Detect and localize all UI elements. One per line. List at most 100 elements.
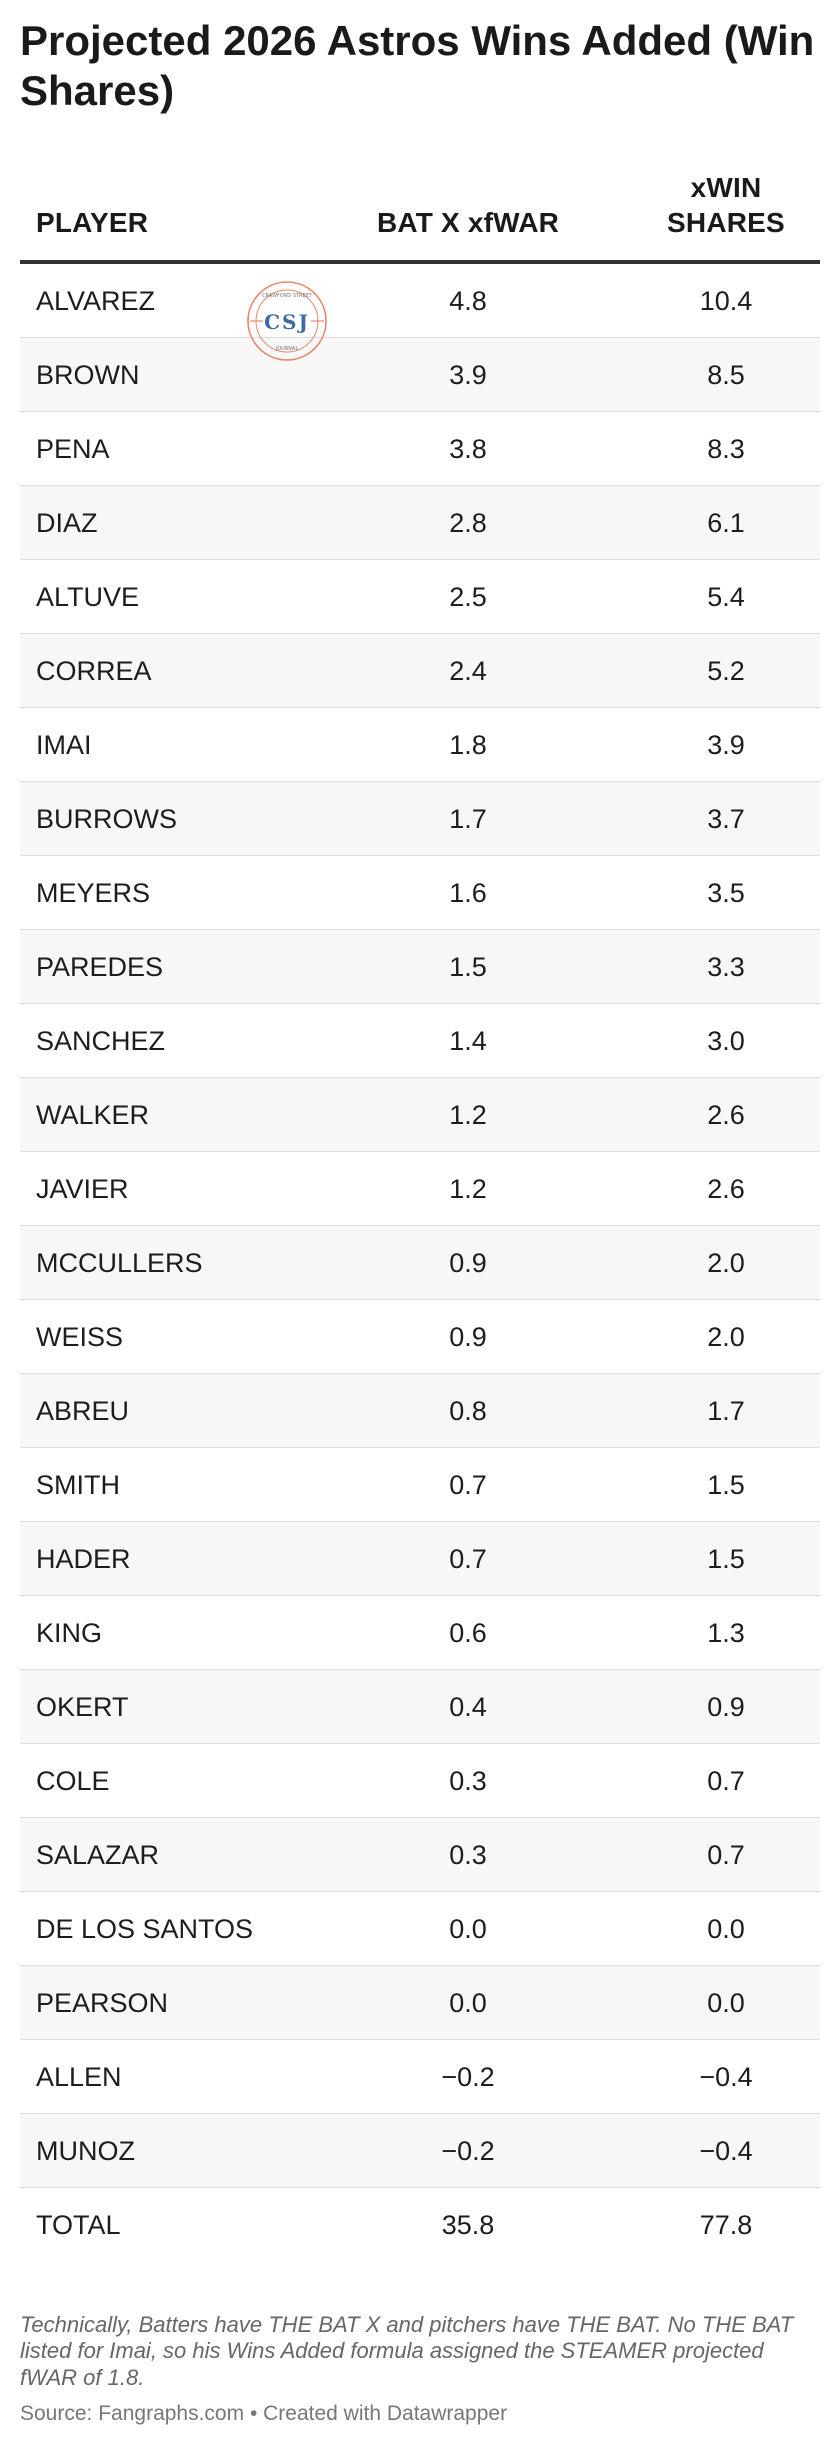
column-header-xwin-line1: xWIN xyxy=(690,172,762,203)
cell-bat-x-xfwar: 1.6 xyxy=(449,878,487,908)
cell-player: OKERT xyxy=(36,1692,129,1722)
cell-xwin-shares: 2.6 xyxy=(707,1100,745,1130)
column-header-xwin-line2: SHARES xyxy=(667,207,785,238)
column-header-bat-x-xfwar[interactable]: BAT X xfWAR xyxy=(376,207,560,238)
cell-player: MUNOZ xyxy=(36,2136,135,2166)
cell-bat-x-xfwar: 2.8 xyxy=(449,508,487,538)
cell-xwin-shares: 1.5 xyxy=(707,1544,745,1574)
table-row: MUNOZ −0.2 −0.4 xyxy=(20,2114,820,2188)
table-row-total: TOTAL 35.8 77.8 xyxy=(20,2188,820,2262)
cell-bat-x-xfwar: 0.3 xyxy=(449,1766,487,1796)
chart-source: Source: Fangraphs.com • Created with Dat… xyxy=(20,2402,508,2425)
cell-bat-x-xfwar: −0.2 xyxy=(441,2062,495,2092)
cell-player: BROWN xyxy=(36,360,140,390)
cell-xwin-shares: 0.9 xyxy=(707,1692,745,1722)
cell-bat-x-xfwar: 1.4 xyxy=(449,1026,487,1056)
table-row: WALKER 1.2 2.6 xyxy=(20,1078,820,1152)
cell-bat-x-xfwar: 0.7 xyxy=(449,1470,487,1500)
cell-bat-x-xfwar: 1.5 xyxy=(449,952,487,982)
table-row: PENA 3.8 8.3 xyxy=(20,412,820,486)
table-header: PLAYER BAT X xfWAR xWIN SHARES xyxy=(20,160,820,264)
table-row: OKERT 0.4 0.9 xyxy=(20,1670,820,1744)
cell-player: SANCHEZ xyxy=(36,1026,166,1056)
cell-player: JAVIER xyxy=(36,1174,129,1204)
cell-xwin-shares: 3.7 xyxy=(707,804,745,834)
table-row: CORREA 2.4 5.2 xyxy=(20,634,820,708)
cell-player: DIAZ xyxy=(36,508,98,538)
cell-xwin-shares: 6.1 xyxy=(707,508,745,538)
cell-xwin-shares: −0.4 xyxy=(699,2136,753,2166)
cell-xwin-shares: 1.3 xyxy=(707,1618,745,1648)
cell-bat-x-xfwar: 1.2 xyxy=(449,1174,487,1204)
cell-player: MEYERS xyxy=(36,878,151,908)
table-body: ALVAREZ 4.8 10.4 BROWN 3.9 8.5 PENA 3.8 8.3 DIAZ 2… xyxy=(20,264,820,2262)
cell-player: WEISS xyxy=(36,1322,124,1352)
cell-bat-x-xfwar: 1.7 xyxy=(449,804,487,834)
cell-xwin-shares: 2.0 xyxy=(707,1322,745,1352)
cell-xwin-shares: 0.0 xyxy=(707,1914,745,1944)
cell-player: PEARSON xyxy=(36,1988,169,2018)
table-row: BURROWS 1.7 3.7 xyxy=(20,782,820,856)
cell-xwin-shares: 0.7 xyxy=(707,1840,745,1870)
cell-bat-x-xfwar: 0.0 xyxy=(449,1914,487,1944)
cell-player: PENA xyxy=(36,434,110,464)
cell-bat-x-xfwar: 35.8 xyxy=(441,2210,495,2240)
cell-player: KING xyxy=(36,1618,103,1648)
cell-bat-x-xfwar: 0.6 xyxy=(449,1618,487,1648)
cell-xwin-shares: 3.5 xyxy=(707,878,745,908)
table-row: DIAZ 2.8 6.1 xyxy=(20,486,820,560)
column-header-xwin-shares[interactable]: xWIN SHARES xyxy=(576,170,840,240)
cell-player: CORREA xyxy=(36,656,152,686)
table-row: PEARSON 0.0 0.0 xyxy=(20,1966,820,2040)
cell-xwin-shares: 5.2 xyxy=(707,656,745,686)
table-row: MEYERS 1.6 3.5 xyxy=(20,856,820,930)
cell-player: ALVAREZ xyxy=(36,286,156,316)
table-row: COLE 0.3 0.7 xyxy=(20,1744,820,1818)
cell-xwin-shares: 5.4 xyxy=(707,582,745,612)
cell-xwin-shares: 3.3 xyxy=(707,952,745,982)
cell-player: PAREDES xyxy=(36,952,164,982)
table-row: ALLEN −0.2 −0.4 xyxy=(20,2040,820,2114)
chart-title: Projected 2026 Astros Wins Added (Win Sh… xyxy=(20,17,815,115)
cell-xwin-shares: 1.7 xyxy=(707,1396,745,1426)
cell-bat-x-xfwar: 4.8 xyxy=(449,286,487,316)
cell-xwin-shares: 3.0 xyxy=(707,1026,745,1056)
cell-bat-x-xfwar: 2.5 xyxy=(449,582,487,612)
chart-notes: Technically, Batters have THE BAT X and … xyxy=(20,2312,794,2390)
cell-xwin-shares: 77.8 xyxy=(699,2210,753,2240)
table-row: ALTUVE 2.5 5.4 xyxy=(20,560,820,634)
cell-player: ALLEN xyxy=(36,2062,122,2092)
cell-bat-x-xfwar: −0.2 xyxy=(441,2136,495,2166)
table-row: PAREDES 1.5 3.3 xyxy=(20,930,820,1004)
cell-player: HADER xyxy=(36,1544,131,1574)
table-row: SALAZAR 0.3 0.7 xyxy=(20,1818,820,1892)
cell-bat-x-xfwar: 0.8 xyxy=(449,1396,487,1426)
column-header-player[interactable]: PLAYER xyxy=(36,207,149,238)
cell-player: MCCULLERS xyxy=(36,1248,203,1278)
cell-player: TOTAL xyxy=(36,2210,121,2240)
cell-player: DE LOS SANTOS xyxy=(36,1914,254,1944)
table-row: ABREU 0.8 1.7 xyxy=(20,1374,820,1448)
cell-bat-x-xfwar: 1.2 xyxy=(449,1100,487,1130)
table-row: JAVIER 1.2 2.6 xyxy=(20,1152,820,1226)
cell-xwin-shares: 1.5 xyxy=(707,1470,745,1500)
cell-xwin-shares: 2.6 xyxy=(707,1174,745,1204)
cell-bat-x-xfwar: 0.0 xyxy=(449,1988,487,2018)
cell-bat-x-xfwar: 0.9 xyxy=(449,1322,487,1352)
table-row: SANCHEZ 1.4 3.0 xyxy=(20,1004,820,1078)
cell-xwin-shares: 10.4 xyxy=(699,286,753,316)
cell-xwin-shares: 0.0 xyxy=(707,1988,745,2018)
cell-bat-x-xfwar: 3.8 xyxy=(449,434,487,464)
cell-xwin-shares: 8.5 xyxy=(707,360,745,390)
table-row: DE LOS SANTOS 0.0 0.0 xyxy=(20,1892,820,1966)
cell-bat-x-xfwar: 1.8 xyxy=(449,730,487,760)
data-table: PLAYER BAT X xfWAR xWIN SHARES ALVAREZ 4.… xyxy=(20,160,820,2262)
table-row: ALVAREZ 4.8 10.4 xyxy=(20,264,820,338)
table-row: HADER 0.7 1.5 xyxy=(20,1522,820,1596)
table-row: BROWN 3.9 8.5 xyxy=(20,338,820,412)
cell-bat-x-xfwar: 0.4 xyxy=(449,1692,487,1722)
cell-player: SMITH xyxy=(36,1470,120,1500)
cell-player: WALKER xyxy=(36,1100,150,1130)
cell-player: BURROWS xyxy=(36,804,177,834)
table-row: IMAI 1.8 3.9 xyxy=(20,708,820,782)
